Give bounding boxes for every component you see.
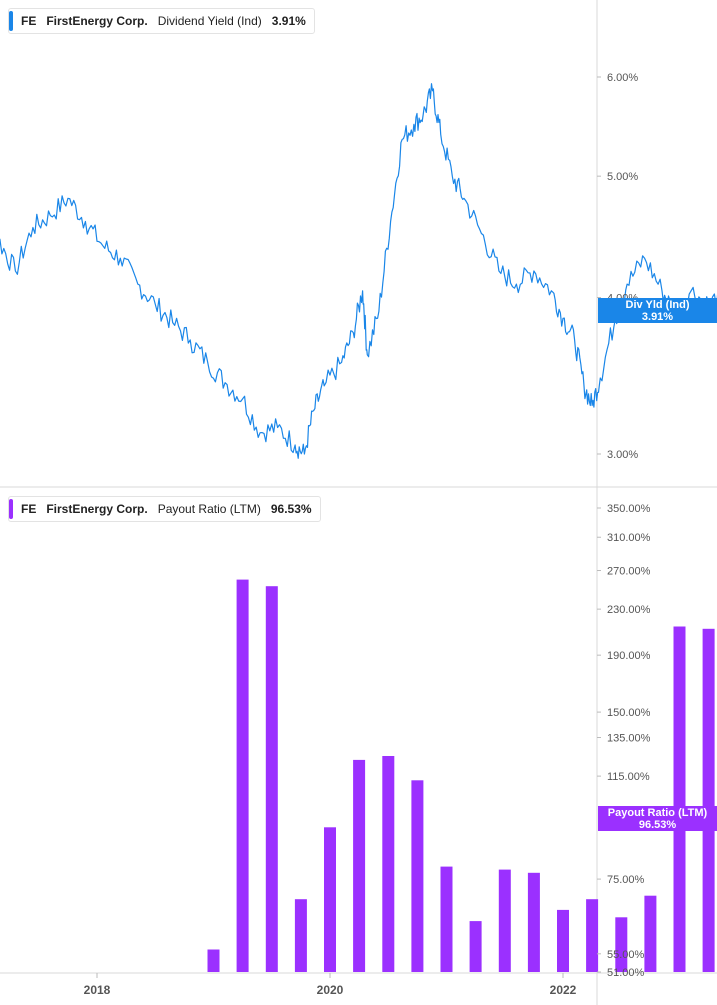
payout-ratio-bar [236,579,249,972]
legend-value: 3.91% [271,14,306,28]
legend-symbol: FE [21,502,37,516]
x-axis: 20182020202220242026 [84,973,577,997]
tag-value: 3.91% [641,311,674,323]
legend-metric: Payout Ratio (LTM) [157,502,261,516]
payout-ratio-bars [207,579,715,972]
payout-ratio-bar [382,756,395,972]
payout-ratio-bar [527,872,540,972]
y-tick-label: 230.00% [607,604,651,616]
payout-ratio-bar [615,917,628,972]
payout-ratio-bar [557,909,569,972]
x-tick-label: 2018 [84,983,111,997]
y-tick-label: 350.00% [607,503,651,515]
y-tick-label: 55.00% [607,949,645,961]
x-tick-label: 2022 [550,983,577,997]
tag-label: Div Yld (Ind) [625,299,690,311]
payout-ratio-legend[interactable]: FE FirstEnergy Corp. Payout Ratio (LTM) … [8,496,321,522]
payout-ratio-bar [324,827,336,972]
tag-value: 96.53% [638,819,677,831]
y-tick-label: 310.00% [607,532,651,544]
y-tick-label: 135.00% [607,732,651,744]
legend-company: FirstEnergy Corp. [46,14,148,28]
dividend-yield-swatch [9,11,13,31]
legend-metric: Dividend Yield (Ind) [157,14,262,28]
y-tick-label: 3.00% [607,449,638,461]
dividend-yield-line-group [0,83,717,459]
tag-label: Payout Ratio (LTM) [607,807,708,819]
dividend-yield-last-value-tag: Div Yld (Ind) 3.91% [598,298,717,323]
y-tick-label: 6.00% [607,72,638,84]
payout-ratio-swatch [9,499,13,519]
payout-ratio-bar [498,869,511,972]
y-tick-label: 190.00% [607,650,651,662]
y-tick-label: 5.00% [607,171,638,183]
y-tick-label: 115.00% [607,771,650,783]
legend-symbol: FE [21,14,37,28]
y-tick-label: 51.00% [607,967,645,979]
payout-ratio-bar [265,586,278,972]
payout-ratio-bar [353,759,366,972]
dividend-yield-line [0,83,717,459]
payout-ratio-bar [294,899,307,972]
dividend-yield-y-axis: 6.00%5.00%4.00%3.00% [597,72,638,461]
payout-ratio-bar [440,866,453,972]
payout-ratio-y-axis: 350.00% 310.00% 270.00% 230.00% 190.00% 150.0… [597,503,651,979]
payout-ratio-bar [207,949,220,972]
legend-company: FirstEnergy Corp. [46,502,148,516]
payout-ratio-bar [644,895,657,972]
payout-ratio-bar [411,780,424,972]
dividend-yield-legend[interactable]: FE FirstEnergy Corp. Dividend Yield (Ind… [8,8,315,34]
y-tick-label: 75.00% [607,874,645,886]
legend-value: 96.53% [270,502,312,516]
y-tick-label: 270.00% [607,566,651,578]
payout-ratio-bar [673,626,686,972]
payout-ratio-last-value-tag: Payout Ratio (LTM) 96.53% [598,806,717,831]
y-tick-label: 150.00% [607,707,651,719]
payout-ratio-bar [469,921,482,972]
payout-ratio-bar [586,899,599,972]
payout-ratio-bar [702,628,715,972]
x-tick-label: 2020 [317,983,344,997]
